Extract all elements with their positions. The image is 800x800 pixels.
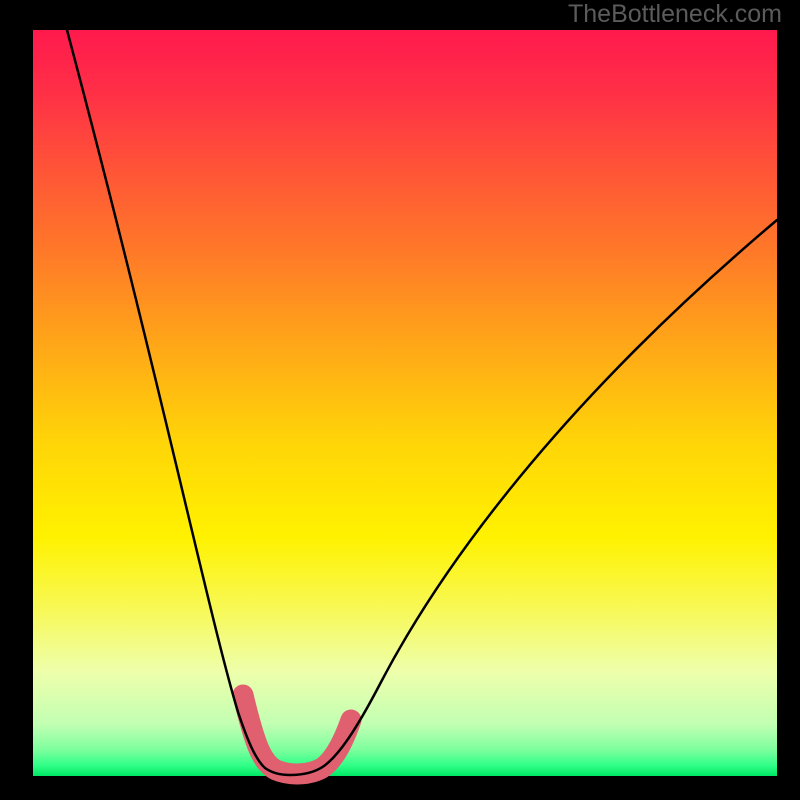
bottleneck-curve [67,30,777,775]
chart-overlay [0,0,800,800]
